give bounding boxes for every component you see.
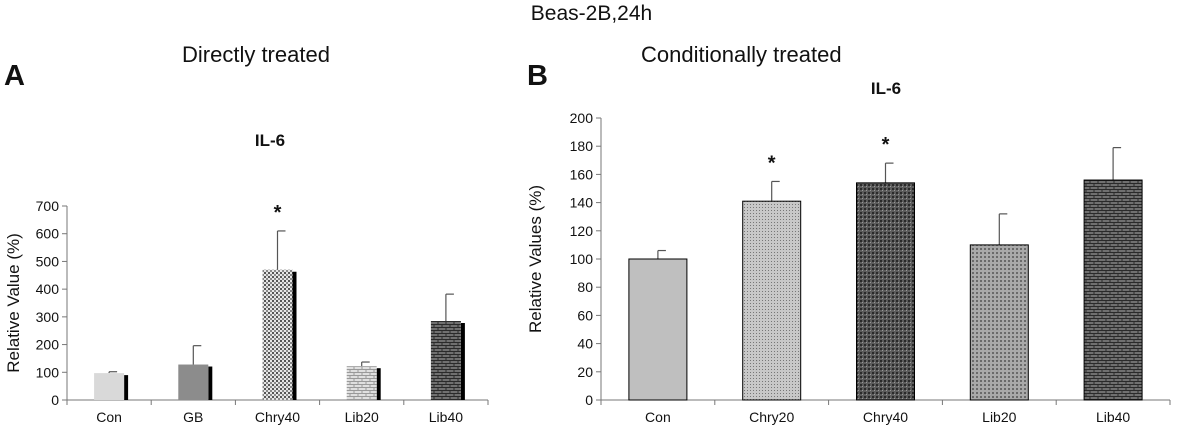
x-tick-label: Lib20 [982, 409, 1016, 425]
y-tick-label: 80 [577, 279, 593, 295]
y-tick-label: 600 [36, 226, 60, 242]
y-tick-label: 120 [570, 223, 594, 239]
panel-b-title: Conditionally treated [641, 42, 842, 67]
bar-shadow [208, 366, 213, 400]
y-tick-label: 200 [36, 337, 60, 353]
bar [856, 182, 915, 401]
y-tick-label: 20 [577, 364, 593, 380]
x-tick-label: Chry40 [255, 409, 300, 425]
y-tick-label: 140 [570, 195, 594, 211]
bar-shadow [124, 375, 129, 400]
y-tick-label: 0 [51, 392, 59, 408]
chart-title: IL-6 [255, 131, 285, 150]
bar [262, 269, 293, 400]
bar [1083, 179, 1143, 401]
y-tick-label: 60 [577, 307, 593, 323]
significance-marker: * [768, 152, 776, 174]
significance-marker: * [274, 202, 282, 224]
x-tick-label: GB [183, 409, 203, 425]
y-tick-label: 180 [570, 138, 594, 154]
bar-shadow [376, 368, 381, 400]
bar-shadow [460, 323, 465, 400]
bar [346, 366, 377, 400]
y-axis-label: Relative Value (%) [4, 233, 23, 373]
significance-marker: * [882, 134, 890, 156]
bar [430, 321, 461, 400]
x-tick-label: Con [96, 409, 122, 425]
x-tick-label: Chry40 [863, 409, 908, 425]
x-tick-label: Lib40 [429, 409, 463, 425]
y-tick-label: 160 [570, 166, 594, 182]
y-axis-label: Relative Values (%) [526, 185, 545, 333]
y-tick-label: 200 [570, 110, 594, 126]
panel-a-letter: A [4, 60, 25, 92]
x-tick-label: Lib40 [1096, 409, 1130, 425]
bar [969, 244, 1029, 401]
y-tick-label: 400 [36, 281, 60, 297]
y-tick-label: 40 [577, 336, 593, 352]
y-tick-label: 500 [36, 253, 60, 269]
bar [178, 364, 209, 400]
x-tick-label: Lib20 [345, 409, 379, 425]
bar [628, 258, 688, 401]
bar [742, 200, 802, 401]
y-tick-label: 100 [36, 364, 60, 380]
y-tick-label: 300 [36, 309, 60, 325]
figure-title: Beas-2B,24h [530, 2, 653, 25]
y-tick-label: 700 [36, 198, 60, 214]
panel-a-title: Directly treated [182, 42, 330, 67]
chart-title: IL-6 [871, 79, 901, 98]
chart-b: IL-6 Relative Values (%) 0 20 40 60 80 100 120 14… [526, 79, 1171, 425]
x-tick-label: Con [645, 409, 671, 425]
chart-a: IL-6 Relative Value (%) 0 100 200 300 400 500 60… [4, 131, 489, 425]
panel-b-letter: B [527, 60, 548, 92]
bar-shadow [292, 271, 297, 400]
x-tick-label: Chry20 [749, 409, 794, 425]
bar [94, 373, 125, 400]
y-tick-label: 100 [570, 251, 594, 267]
y-tick-label: 0 [585, 392, 593, 408]
